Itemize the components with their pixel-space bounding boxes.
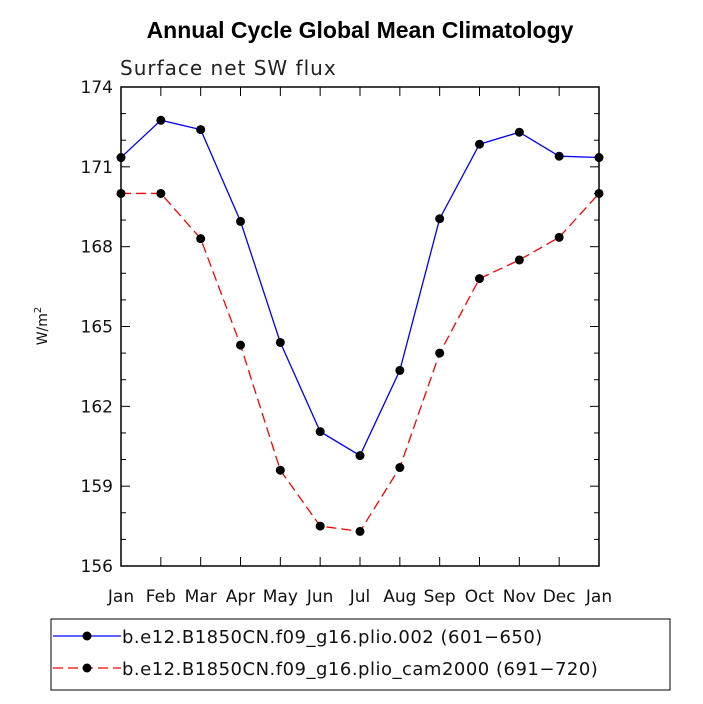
series-2-point xyxy=(156,188,166,198)
series-2-point xyxy=(594,188,604,198)
x-tick-label: Apr xyxy=(226,587,255,607)
series-1-point xyxy=(554,151,564,161)
series-1-point xyxy=(156,115,166,125)
series-2-point xyxy=(275,465,285,475)
series-1-point xyxy=(236,216,245,226)
series-2-point xyxy=(355,526,365,536)
plot-frame xyxy=(120,86,600,567)
x-tick-label: Oct xyxy=(465,587,495,607)
x-tick-labels: Jan Feb Mar Apr May Jun Jul Aug Sep Oct Nov Dec Jan xyxy=(107,587,612,607)
series-1-point xyxy=(594,153,604,163)
x-tick-label: May xyxy=(263,587,298,607)
legend-entry-1: b.e12.B1850CN.f09_g16.plio.002 (601−650) xyxy=(53,627,543,648)
x-tick-label: Mar xyxy=(185,587,217,607)
y-axis-label-superscript: 2 xyxy=(33,307,44,313)
series-2-point xyxy=(554,232,564,242)
series-1-point xyxy=(196,125,206,135)
y-tick-label: 171 xyxy=(81,158,113,178)
legend-marker-2 xyxy=(82,663,92,673)
series-2-point xyxy=(236,340,245,350)
series-1-point xyxy=(475,139,484,149)
series-line-2 xyxy=(121,192,600,533)
x-tick-label: Jan xyxy=(585,587,612,607)
legend-label-2: b.e12.B1850CN.f09_g16.plio_cam2000 (691−… xyxy=(122,659,598,680)
x-tick-label: Jun xyxy=(306,587,334,607)
x-tick-label: Feb xyxy=(146,587,176,607)
series-1-point xyxy=(275,337,285,347)
series-1-point xyxy=(355,451,365,461)
legend-box xyxy=(50,618,671,691)
x-tick-label: Nov xyxy=(503,587,536,607)
series-2-point xyxy=(475,274,484,284)
y-axis-label-text: W/m xyxy=(35,313,51,345)
series-2-point xyxy=(315,521,325,531)
series-2-point xyxy=(435,348,445,358)
x-tick-label: Jan xyxy=(107,587,134,607)
series-2-point xyxy=(395,463,405,473)
x-tick-label: Aug xyxy=(383,587,416,607)
series-1-point xyxy=(514,127,524,137)
y-tick-labels: 156 159 162 165 168 171 174 xyxy=(81,78,113,577)
chart-subtitle: Surface net SW flux xyxy=(120,56,337,80)
y-tick-label: 156 xyxy=(81,557,113,577)
series-group xyxy=(116,115,604,536)
legend-entry-2: b.e12.B1850CN.f09_g16.plio_cam2000 (691−… xyxy=(53,659,598,680)
axis-ticks xyxy=(120,86,600,567)
y-axis-label: W/m2 xyxy=(33,307,51,346)
y-tick-label: 165 xyxy=(81,318,113,338)
y-tick-label: 174 xyxy=(81,78,113,98)
y-tick-label: 159 xyxy=(81,477,113,497)
x-tick-label: Dec xyxy=(543,587,576,607)
legend-marker-1 xyxy=(82,631,92,641)
series-2-point xyxy=(514,255,524,265)
x-tick-label: Sep xyxy=(424,587,456,607)
series-line-1 xyxy=(120,119,600,457)
series-2-point xyxy=(196,234,206,244)
x-tick-label: Jul xyxy=(349,587,371,607)
y-tick-label: 162 xyxy=(81,397,113,417)
legend-label-1: b.e12.B1850CN.f09_g16.plio.002 (601−650) xyxy=(122,627,543,648)
series-1-point xyxy=(435,214,445,224)
series-1-point xyxy=(315,427,325,437)
y-tick-label: 168 xyxy=(81,238,113,258)
series-1-point xyxy=(395,365,405,375)
series-2-point xyxy=(116,188,126,198)
chart-title: Annual Cycle Global Mean Climatology xyxy=(147,17,574,43)
series-1-point xyxy=(116,153,126,163)
